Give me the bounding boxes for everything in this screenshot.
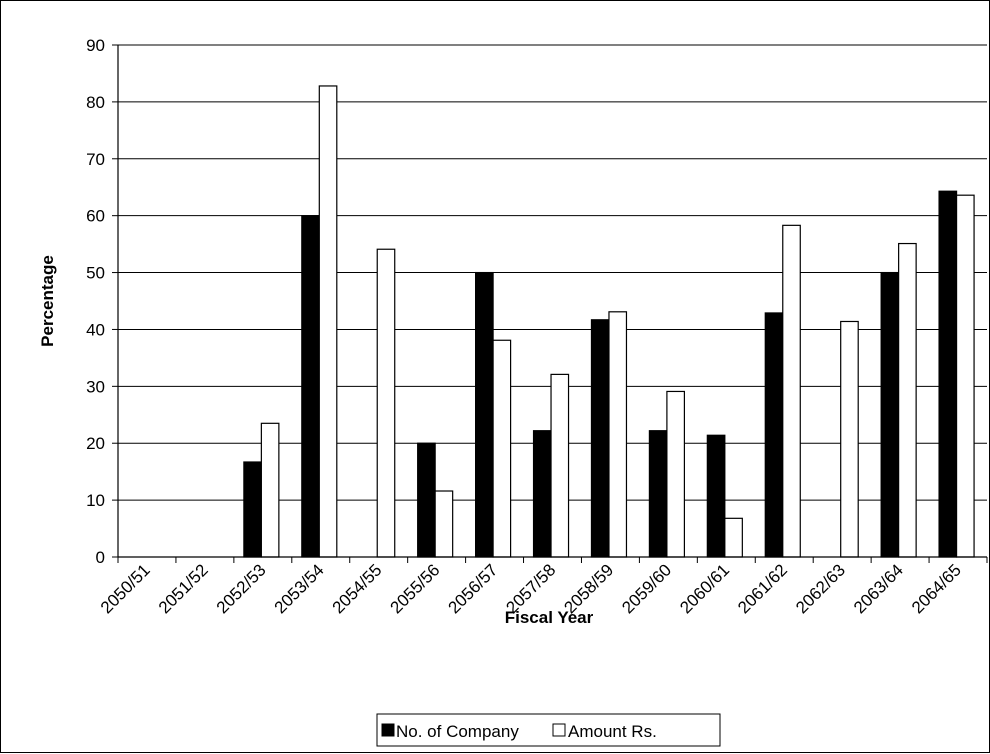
bar — [938, 190, 958, 558]
bar — [376, 248, 396, 558]
x-tick-label: 2052/53 — [213, 560, 270, 617]
bar — [532, 430, 552, 558]
legend-swatch-no-of-company — [381, 723, 395, 737]
x-tick-label: 2063/64 — [850, 560, 907, 617]
y-tick-label: 70 — [86, 150, 105, 169]
bar — [301, 215, 320, 558]
x-tick-label: 2053/54 — [271, 560, 328, 617]
legend-border — [376, 713, 721, 747]
legend: No. of Company Amount Rs. — [376, 713, 721, 747]
bar — [475, 271, 494, 558]
y-tick-label: 50 — [86, 264, 105, 283]
x-tick-label: 2050/51 — [97, 560, 154, 617]
y-tick-label: 0 — [96, 548, 105, 567]
bar — [764, 312, 784, 558]
bar — [724, 517, 743, 558]
bar — [590, 319, 610, 558]
legend-swatch-amount-rs — [552, 723, 566, 737]
axes — [112, 44, 988, 563]
legend-label-amount-rs: Amount Rs. — [568, 722, 657, 741]
bar — [898, 242, 917, 558]
bar — [434, 490, 454, 558]
bar — [550, 373, 570, 558]
bar — [955, 194, 975, 558]
y-tick-label: 10 — [86, 491, 105, 510]
bar — [318, 85, 338, 558]
bars — [243, 85, 975, 558]
x-tick-label: 2064/65 — [908, 560, 965, 617]
y-axis-title: Percentage — [38, 255, 57, 347]
x-tick-label: 2054/55 — [329, 560, 386, 617]
bar — [243, 461, 262, 558]
y-tick-label: 20 — [86, 434, 105, 453]
bar — [840, 320, 859, 558]
x-tick-label: 2056/57 — [445, 560, 502, 617]
y-tick-labels: 0 10 20 30 40 50 60 70 80 90 — [86, 36, 105, 567]
bar — [880, 271, 900, 558]
x-tick-label: 2062/63 — [792, 560, 849, 617]
x-axis-title: Fiscal Year — [505, 608, 594, 627]
y-tick-label: 80 — [86, 93, 105, 112]
x-tick-label: 2059/60 — [618, 560, 675, 617]
bar — [492, 339, 512, 558]
y-tick-label: 30 — [86, 377, 105, 396]
bar — [260, 422, 280, 558]
bar — [782, 224, 801, 558]
y-tick-label: 60 — [86, 207, 105, 226]
y-tick-label: 40 — [86, 320, 105, 339]
bar — [417, 442, 436, 558]
bar — [648, 430, 668, 558]
y-tick-label: 90 — [86, 36, 105, 55]
x-tick-label: 2061/62 — [734, 560, 791, 617]
legend-label-no-of-company: No. of Company — [396, 722, 519, 741]
x-tick-label: 2055/56 — [387, 560, 444, 617]
x-tick-label: 2051/52 — [155, 560, 212, 617]
bar — [666, 390, 686, 558]
bar — [706, 434, 726, 558]
bar — [608, 311, 628, 558]
x-tick-label: 2060/61 — [676, 560, 733, 617]
